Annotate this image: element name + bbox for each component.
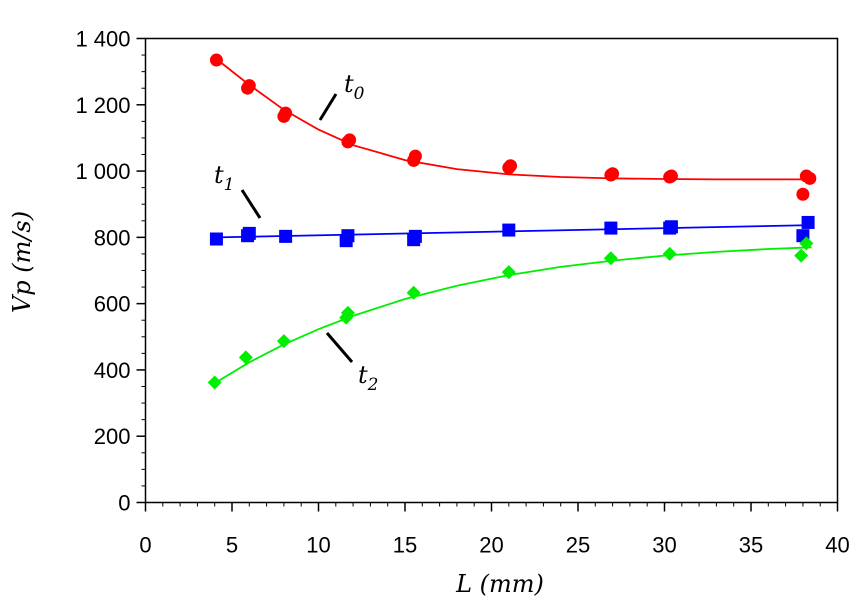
data-point <box>664 220 678 234</box>
data-point <box>801 215 815 229</box>
plot-frame <box>144 37 839 504</box>
x-tick-label: 35 <box>739 533 763 558</box>
data-point <box>504 159 518 173</box>
annotation-base: t <box>358 361 368 389</box>
series-layer <box>207 53 817 390</box>
data-point <box>242 79 256 93</box>
x-tick-label: 5 <box>226 533 238 558</box>
annotation-label-t1: t1 <box>214 161 234 195</box>
data-point <box>343 133 357 147</box>
series-t0 <box>209 53 817 201</box>
data-point <box>796 187 810 201</box>
y-axis: 0 200 400 600 800 1 000 1 200 1 400 <box>75 27 146 516</box>
data-point <box>799 236 814 251</box>
annotation-subscript: 0 <box>354 84 365 104</box>
y-tick-label: 1 400 <box>75 27 130 52</box>
data-point <box>242 226 256 240</box>
annotation-base: t <box>214 161 224 189</box>
data-point <box>501 265 516 280</box>
data-point <box>279 106 293 120</box>
y-tick-label: 1 200 <box>75 93 130 118</box>
x-tick-label: 20 <box>479 533 503 558</box>
data-point <box>664 169 678 183</box>
annotation-leader-t2 <box>325 332 354 363</box>
data-point <box>276 334 291 349</box>
x-tick-label: 40 <box>825 533 849 558</box>
annotation-leader-t1 <box>240 189 262 219</box>
data-point <box>604 221 618 235</box>
data-point <box>340 305 355 320</box>
data-point <box>606 167 620 181</box>
annotation-subscript: 1 <box>224 175 235 195</box>
series-t2 <box>207 236 814 390</box>
x-axis-title: L (mm) <box>455 570 544 598</box>
data-point <box>341 229 355 243</box>
data-point <box>209 232 223 246</box>
x-axis: 0 5 10 15 20 25 30 35 40 <box>139 502 850 558</box>
data-point <box>603 251 618 266</box>
x-tick-label: 15 <box>393 533 417 558</box>
data-point <box>794 248 809 263</box>
x-tick-label: 0 <box>139 533 151 558</box>
x-tick-label: 30 <box>652 533 676 558</box>
y-tick-label: 800 <box>94 225 131 250</box>
annotation-subscript: 2 <box>367 375 379 395</box>
x-axis-title-var: L (mm) <box>455 570 544 598</box>
y-tick-label: 600 <box>94 292 131 317</box>
x-tick-label: 10 <box>306 533 330 558</box>
data-point <box>406 285 421 300</box>
annotation-base: t <box>344 70 354 98</box>
data-point <box>238 350 253 365</box>
data-point <box>209 53 223 67</box>
fit-line-t2 <box>214 246 812 384</box>
data-point <box>408 149 422 163</box>
y-tick-label: 1 000 <box>75 159 130 184</box>
y-axis-title-text: Vp (m/s) <box>8 211 36 313</box>
data-point <box>279 229 293 243</box>
data-point <box>207 375 222 390</box>
data-point <box>408 229 422 243</box>
y-axis-title: Vp (m/s) <box>8 211 36 313</box>
y-tick-label: 400 <box>94 358 131 383</box>
y-tick-label: 200 <box>94 424 131 449</box>
series-t1 <box>209 215 815 248</box>
data-point <box>502 223 516 237</box>
annotation-label-t0: t0 <box>344 70 365 104</box>
annotation-leader-t0 <box>318 93 338 121</box>
data-point <box>662 246 677 261</box>
annotation-label-t2: t2 <box>358 361 378 395</box>
x-tick-label: 25 <box>566 533 590 558</box>
data-point <box>803 171 817 185</box>
y-tick-label: 0 <box>118 491 130 516</box>
